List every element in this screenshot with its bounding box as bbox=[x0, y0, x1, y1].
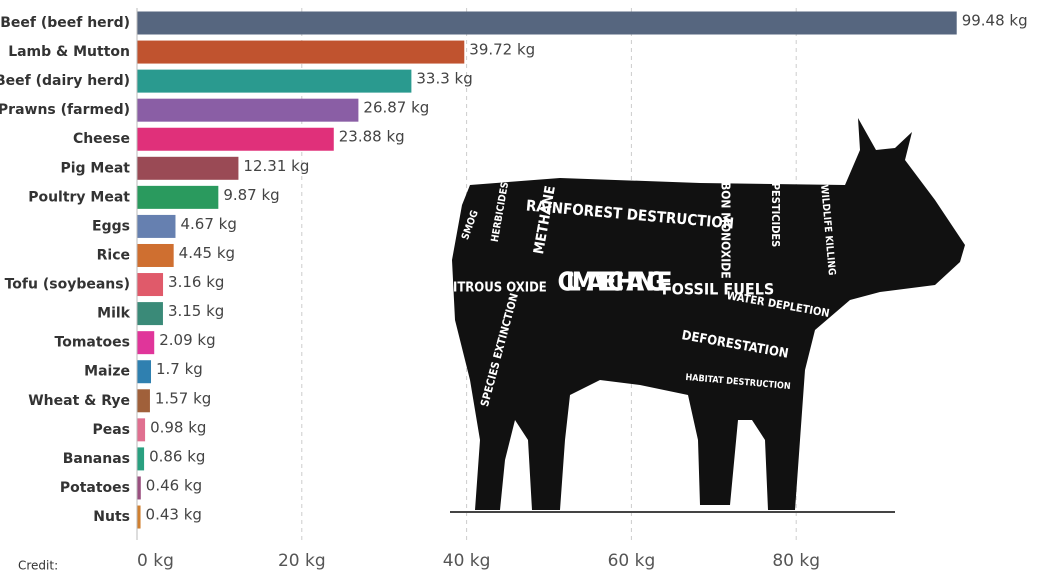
bar bbox=[137, 244, 174, 267]
value-label: 3.16 kg bbox=[168, 273, 224, 291]
value-label: 0.86 kg bbox=[149, 447, 205, 465]
x-tick-label: 80 kg bbox=[772, 551, 820, 571]
bar bbox=[137, 447, 144, 470]
bar bbox=[137, 389, 150, 412]
category-label: Peas bbox=[92, 422, 130, 438]
value-label: 12.31 kg bbox=[243, 157, 309, 175]
value-label: 0.46 kg bbox=[146, 476, 202, 494]
illustration-label: CLIMATE CHANGE bbox=[558, 268, 673, 298]
bar bbox=[137, 41, 464, 64]
value-label: 4.45 kg bbox=[179, 244, 235, 262]
category-label: Beef (beef herd) bbox=[0, 15, 130, 31]
bar bbox=[137, 99, 358, 122]
value-label: 1.7 kg bbox=[156, 360, 203, 378]
value-label: 23.88 kg bbox=[339, 128, 405, 146]
category-label: Nuts bbox=[93, 509, 130, 525]
chart: SMOGHERBICIDESMETHANERAINFOREST DESTRUCT… bbox=[0, 0, 1045, 572]
category-label: Potatoes bbox=[60, 480, 130, 496]
value-label: 2.09 kg bbox=[159, 331, 215, 349]
bar bbox=[137, 302, 163, 325]
category-label: Bananas bbox=[63, 451, 130, 467]
category-label: Cheese bbox=[73, 131, 130, 147]
category-label: Prawns (farmed) bbox=[0, 102, 130, 118]
category-label: Milk bbox=[97, 306, 131, 322]
illustration-label: PESTICIDES bbox=[769, 183, 782, 248]
bar bbox=[137, 128, 334, 151]
illustration-label: CARBON MONOXIDE bbox=[719, 157, 733, 278]
category-label: Pig Meat bbox=[60, 160, 130, 176]
category-label: Wheat & Rye bbox=[28, 393, 130, 409]
illustration-label: NITROUS OXIDE bbox=[443, 281, 547, 296]
category-label: Eggs bbox=[92, 218, 130, 234]
x-tick-label: 20 kg bbox=[278, 551, 326, 571]
credit: Credit: bbox=[18, 559, 58, 572]
bar bbox=[137, 157, 238, 180]
category-label: Tofu (soybeans) bbox=[5, 277, 130, 293]
value-label: 26.87 kg bbox=[363, 99, 429, 117]
value-label: 0.43 kg bbox=[146, 506, 202, 524]
x-tick-label: 0 kg bbox=[137, 551, 174, 571]
category-label: Maize bbox=[84, 364, 130, 380]
bar bbox=[137, 360, 151, 383]
bar bbox=[137, 331, 154, 354]
bar bbox=[137, 186, 218, 209]
x-tick-label: 40 kg bbox=[443, 551, 491, 571]
value-label: 3.15 kg bbox=[168, 302, 224, 320]
cow-silhouette bbox=[452, 118, 965, 510]
bar bbox=[137, 506, 141, 529]
bar bbox=[137, 273, 163, 296]
category-label: Beef (dairy herd) bbox=[0, 73, 130, 89]
category-label: Tomatoes bbox=[55, 335, 130, 351]
value-label: 33.3 kg bbox=[416, 70, 472, 88]
value-label: 0.98 kg bbox=[150, 418, 206, 436]
value-label: 9.87 kg bbox=[223, 186, 279, 204]
category-label: Lamb & Mutton bbox=[8, 44, 130, 60]
bar bbox=[137, 215, 175, 238]
bar bbox=[137, 70, 411, 93]
value-label: 4.67 kg bbox=[180, 215, 236, 233]
value-label: 39.72 kg bbox=[469, 41, 535, 59]
bar bbox=[137, 418, 145, 441]
category-label: Rice bbox=[97, 247, 130, 263]
value-label: 99.48 kg bbox=[962, 12, 1028, 30]
bar bbox=[137, 12, 957, 35]
x-tick-label: 60 kg bbox=[608, 551, 656, 571]
category-label: Poultry Meat bbox=[28, 189, 130, 205]
value-label: 1.57 kg bbox=[155, 389, 211, 407]
bar bbox=[137, 476, 141, 499]
